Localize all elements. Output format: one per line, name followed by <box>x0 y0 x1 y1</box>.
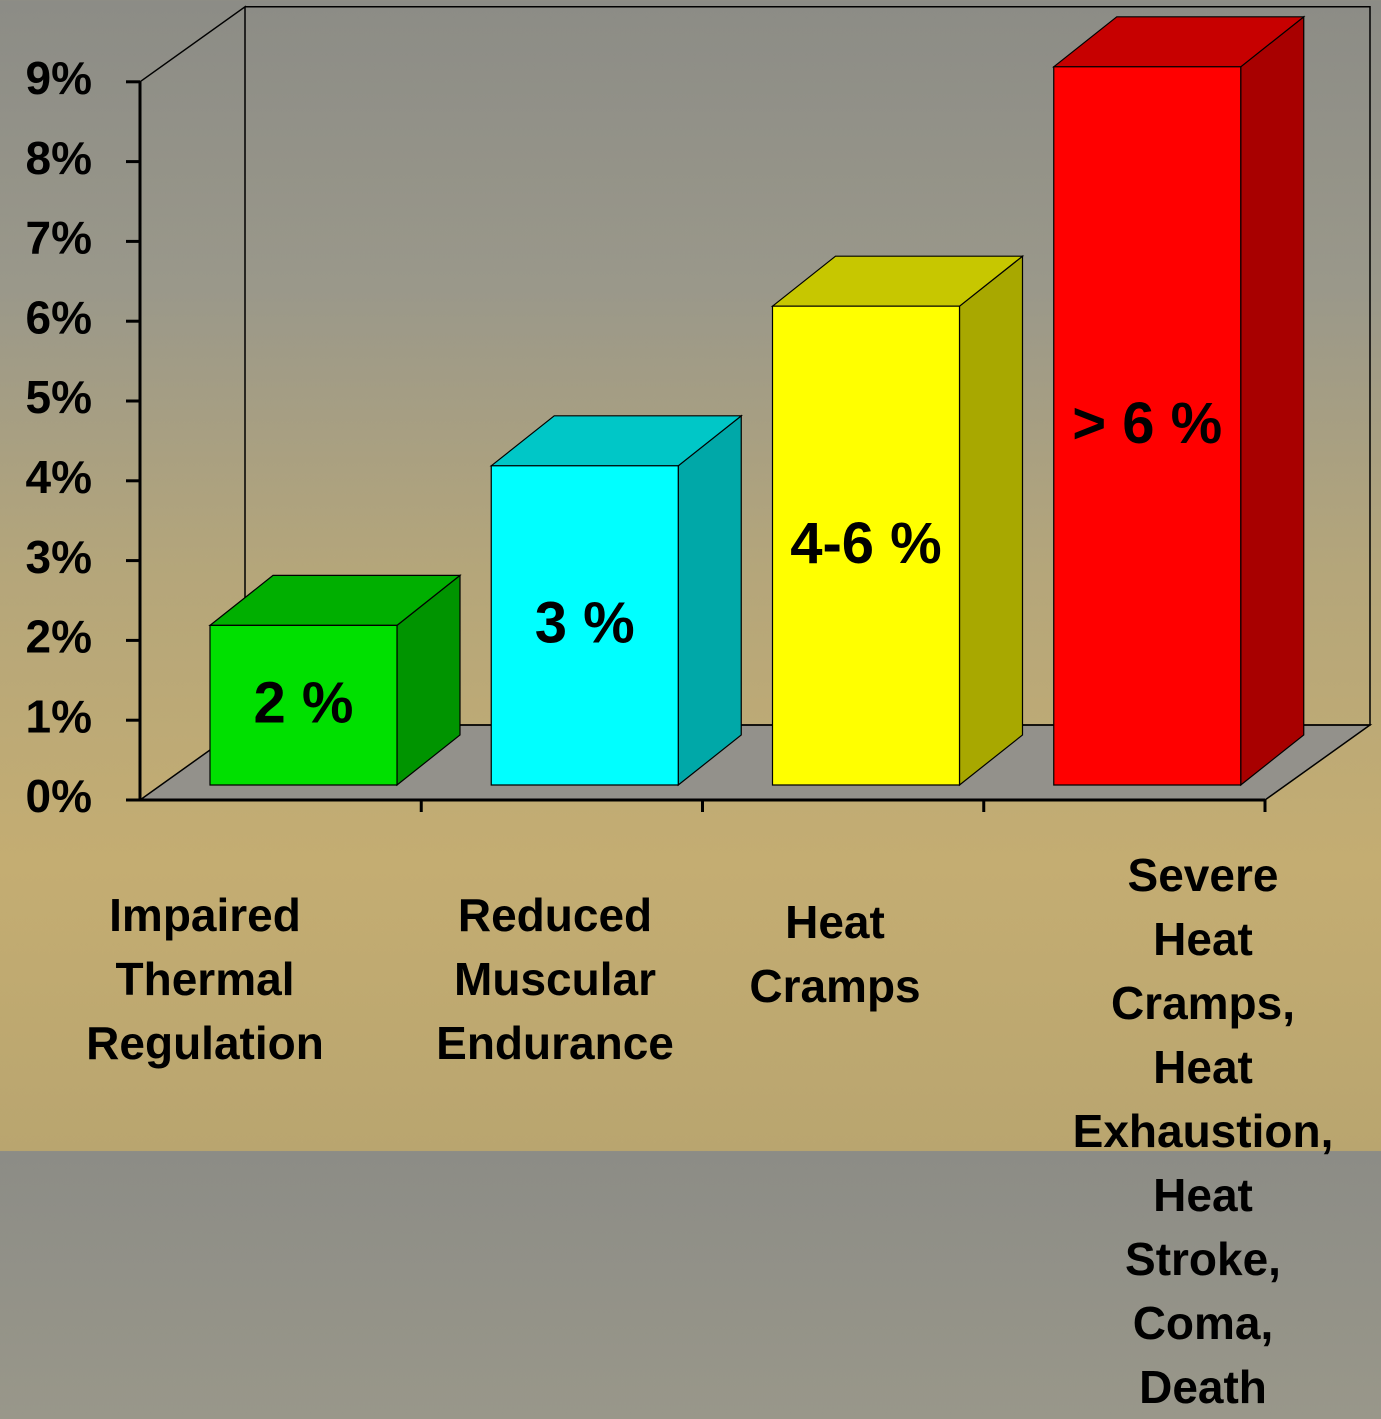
bar <box>1052 15 1306 787</box>
bar-front <box>1053 66 1242 786</box>
bar-side <box>958 254 1024 787</box>
y-tick-label: 9% <box>26 52 92 104</box>
x-tick-label: Severe Heat Cramps, Heat Exhaustion, Hea… <box>1072 849 1334 1413</box>
y-tick-label: 4% <box>26 451 92 503</box>
y-tick-label: 0% <box>26 770 92 822</box>
y-tick-label: 6% <box>26 291 92 343</box>
chart: 0% 1% 2% 3% 4% 5% 6% 7% 8% 9% 2 % 3 % 4-6 % > 6 % <box>26 5 1373 822</box>
bar <box>489 414 743 787</box>
bar-front <box>490 465 679 786</box>
y-tick-label: 7% <box>26 212 92 264</box>
y-tick-label: 3% <box>26 531 92 583</box>
y-tick-label: 5% <box>26 371 92 423</box>
y-tick-label: 1% <box>26 690 92 742</box>
bar-side <box>677 414 742 787</box>
bar-annotation: 2 % <box>254 671 354 736</box>
bar-side <box>1240 15 1305 787</box>
x-tick-label: Reduced Muscular Endurance <box>436 889 674 1069</box>
x-tick-label: Impaired Thermal Regulation <box>86 889 324 1069</box>
bar-annotation: 3 % <box>535 591 635 656</box>
y-tick-label: 8% <box>26 132 92 184</box>
bar <box>208 574 462 787</box>
bar-annotation: > 6 % <box>1072 391 1222 456</box>
x-tick-label: Heat Cramps <box>749 896 921 1012</box>
y-tick-label: 2% <box>26 611 92 663</box>
bar-front <box>771 305 961 786</box>
bar-annotation: 4-6 % <box>790 511 942 576</box>
bar <box>770 254 1025 787</box>
bar-front <box>209 624 398 786</box>
